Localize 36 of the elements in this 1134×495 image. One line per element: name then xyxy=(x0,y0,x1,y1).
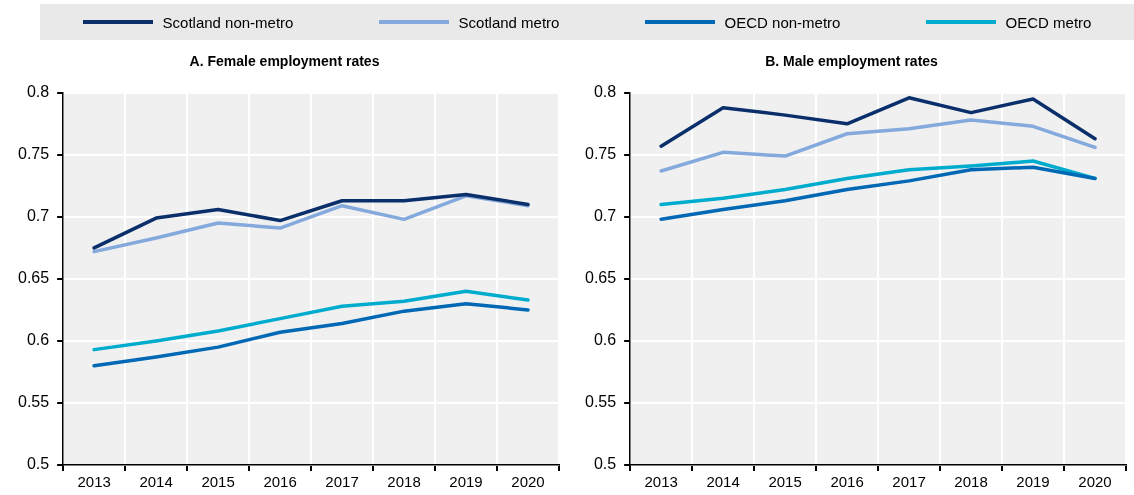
y-tick-label: 0.6 xyxy=(26,331,50,349)
y-tick-label: 0.75 xyxy=(585,145,617,163)
y-tick-label: 0.8 xyxy=(26,83,50,101)
x-tick-label: 2017 xyxy=(892,473,926,491)
x-tick-label: 2014 xyxy=(139,473,173,491)
y-tick-label: 0.7 xyxy=(26,207,50,225)
y-tick-label: 0.65 xyxy=(18,269,50,287)
y-tick-label: 0.7 xyxy=(593,207,617,225)
chart-title: B. Male employment rates xyxy=(765,53,939,70)
x-tick-label: 2013 xyxy=(77,473,111,491)
legend-label: OECD metro xyxy=(1005,13,1092,31)
y-tick-label: 0.6 xyxy=(593,331,617,349)
y-tick-label: 0.5 xyxy=(26,455,50,473)
y-tick-label: 0.5 xyxy=(593,455,617,473)
legend-label: Scotland metro xyxy=(458,13,560,31)
chart-title: A. Female employment rates xyxy=(189,53,380,70)
x-tick-label: 2015 xyxy=(201,473,235,491)
x-tick-label: 2019 xyxy=(449,473,483,491)
x-tick-label: 2020 xyxy=(1078,473,1112,491)
legend-label: Scotland non-metro xyxy=(162,13,294,31)
x-tick-label: 2016 xyxy=(263,473,297,491)
x-tick-label: 2016 xyxy=(830,473,864,491)
y-tick-label: 0.55 xyxy=(18,393,50,411)
x-tick-label: 2015 xyxy=(768,473,802,491)
x-tick-label: 2018 xyxy=(954,473,988,491)
y-tick-label: 0.75 xyxy=(18,145,50,163)
x-tick-label: 2017 xyxy=(325,473,359,491)
y-tick-label: 0.8 xyxy=(593,83,617,101)
legend-label: OECD non-metro xyxy=(724,13,841,31)
y-tick-label: 0.65 xyxy=(585,269,617,287)
x-tick-label: 2020 xyxy=(511,473,545,491)
x-tick-label: 2014 xyxy=(706,473,740,491)
x-tick-label: 2019 xyxy=(1016,473,1050,491)
x-tick-label: 2018 xyxy=(387,473,421,491)
y-tick-label: 0.55 xyxy=(585,393,617,411)
x-tick-label: 2013 xyxy=(644,473,678,491)
